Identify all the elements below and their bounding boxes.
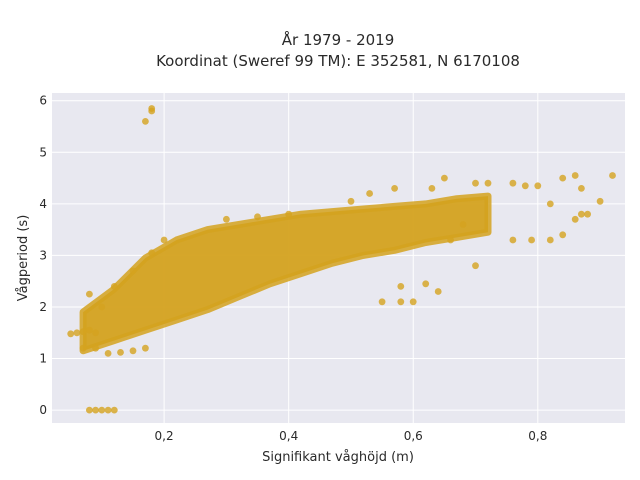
scatter-point [596,197,604,205]
scatter-point [484,179,492,187]
y-tick-label: 1 [39,352,47,366]
scatter-point [391,185,398,192]
scatter-point [428,185,436,192]
x-tick-label: 0,2 [155,429,174,443]
scatter-point [92,344,99,352]
scatter-point [104,350,112,357]
scatter-point [223,215,230,223]
y-tick-label: 5 [39,145,47,159]
scatter-point [104,406,112,414]
scatter-point [110,283,118,290]
scatter-point [378,298,386,306]
scatter-point [397,283,405,290]
scatter-point [86,326,93,334]
scatter-point [459,221,467,228]
y-tick-label: 2 [39,300,47,314]
scatter-point [409,298,417,306]
y-tick-label: 6 [39,94,47,108]
scatter-point [110,406,118,414]
scatter-point [441,174,448,182]
scatter-point [366,190,373,197]
scatter-point [546,200,554,208]
scatter-point [422,280,430,288]
scatter-point [98,303,106,311]
scatter-point [148,249,156,257]
y-tick-label: 0 [39,403,47,417]
scatter-point [86,290,93,298]
chart-subtitle: Koordinat (Sweref 99 TM): E 352581, N 61… [156,52,520,70]
scatter-point [98,406,106,414]
scatter-point [142,344,149,352]
scatter-point [285,210,293,218]
scatter-point [528,236,535,244]
scatter-point [79,344,87,352]
scatter-point [559,231,567,239]
scatter-point [79,328,87,336]
scatter-points [67,105,616,414]
scatter-point [521,182,529,190]
scatter-point [571,172,579,179]
scatter-point [129,267,137,275]
scatter-point [117,349,124,356]
scatter-point [73,329,81,337]
scatter-point [559,174,567,182]
chart-title: År 1979 - 2019 [282,30,395,49]
scatter-point [447,236,454,244]
scatter-point [571,215,579,223]
y-axis-ticks: 0 1 2 3 4 5 6 [39,94,47,417]
x-axis-ticks: 0,2 0,4 0,6 0,8 [155,429,548,443]
scatter-point [92,406,99,414]
scatter-point [67,330,75,338]
scatter-point [534,182,542,190]
scatter-point [129,347,137,355]
scatter-point [578,210,585,218]
scatter-point [92,329,99,337]
scatter-point [472,179,479,187]
scatter-point [546,236,554,244]
x-tick-label: 0,6 [404,429,423,443]
scatter-point [584,210,591,218]
scatter-point [472,262,479,270]
scatter-point [347,197,355,205]
x-axis-title: Signifikant våghöjd (m) [262,450,414,465]
x-tick-label: 0,8 [528,429,547,443]
scatter-point [86,406,93,414]
scatter-point [397,298,405,306]
scatter-dense-cloud [79,192,492,355]
scatter-point [142,118,149,125]
scatter-point [160,236,168,244]
y-axis-title: Vågperiod (s) [16,215,31,302]
scatter-point [509,179,517,187]
y-tick-label: 4 [39,197,47,211]
scatter-point [509,236,517,244]
scatter-point [434,288,442,295]
y-tick-label: 3 [39,248,47,262]
scatter-point [148,105,156,112]
x-tick-label: 0,4 [279,429,298,443]
scatter-point [578,185,585,192]
scatter-point [254,213,261,221]
scatter-point [609,172,616,179]
